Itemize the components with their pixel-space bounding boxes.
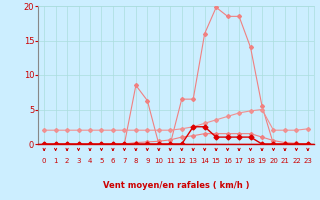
X-axis label: Vent moyen/en rafales ( km/h ): Vent moyen/en rafales ( km/h ): [103, 181, 249, 190]
